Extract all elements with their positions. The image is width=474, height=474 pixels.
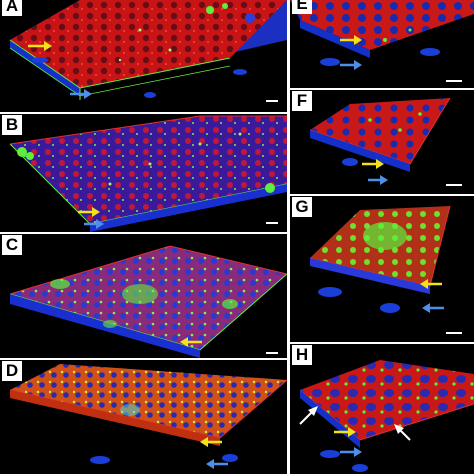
panel-c-image [9, 245, 287, 358]
scale-bar-f [446, 184, 462, 186]
panel-a: A [0, 0, 287, 112]
scale-bar-b [266, 222, 278, 224]
panel-d: D [0, 360, 287, 474]
panel-h-image [299, 360, 474, 472]
scale-bar-c [266, 352, 278, 354]
panel-label-d: D [2, 361, 22, 381]
panel-g-image [309, 205, 451, 313]
panel-f-image [309, 97, 451, 185]
panel-f: F [290, 90, 474, 194]
panel-c: C [0, 234, 287, 358]
panel-label-b: B [2, 115, 22, 135]
panel-b: B [0, 114, 287, 232]
panel-label-g: G [292, 197, 312, 217]
panel-label-e: E [292, 0, 312, 14]
panel-label-f: F [292, 91, 312, 111]
scale-bar-a [266, 100, 278, 102]
panel-e-image [290, 0, 474, 70]
panel-label-a: A [2, 0, 22, 16]
panel-a-image [9, 0, 287, 100]
panel-g: G [290, 196, 474, 342]
panel-label-h: H [292, 345, 312, 365]
scale-bar-e [446, 80, 462, 82]
panel-d-image [9, 364, 287, 469]
panel-h: H [290, 344, 474, 474]
scale-bar-g [446, 332, 462, 334]
panel-b-image [9, 115, 287, 232]
panel-e: E [290, 0, 474, 88]
panel-label-c: C [2, 235, 22, 255]
